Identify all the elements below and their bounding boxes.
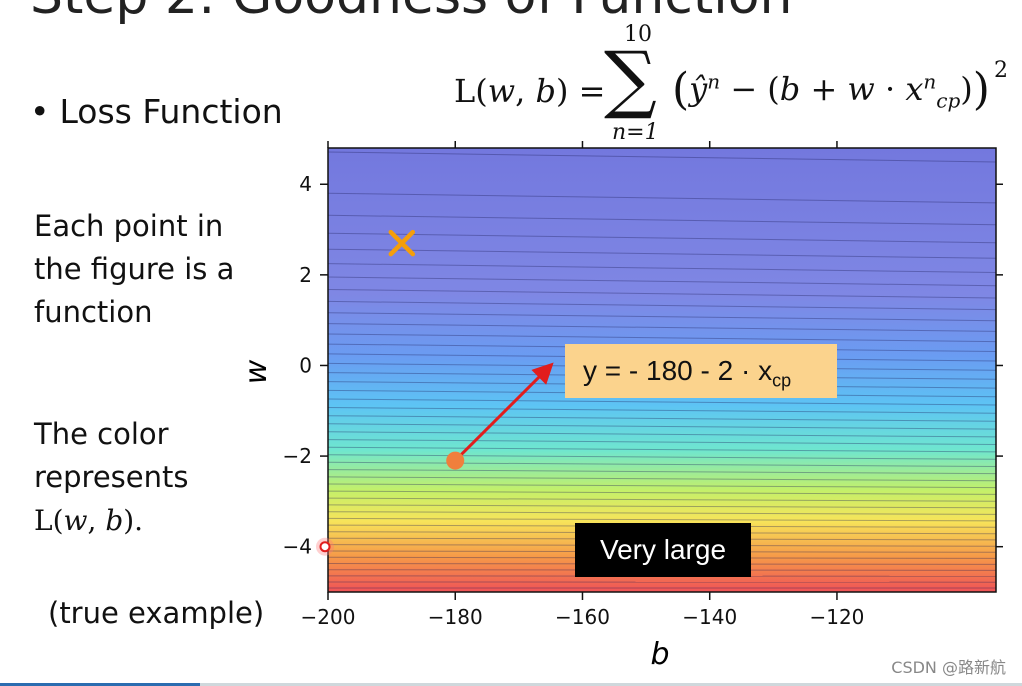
bullet-dot: • [30, 92, 50, 131]
contour-line [327, 454, 997, 460]
formula-rhs: (ŷn − (b + w · xncp)) [672, 64, 990, 115]
example-function-point [446, 451, 465, 470]
y-tick-label: 4 [299, 172, 312, 196]
watermark: CSDN @路新航 [891, 658, 1006, 677]
y-tick-label: −2 [283, 444, 312, 468]
x-tick-label: −120 [809, 605, 864, 629]
contour-line [327, 504, 997, 509]
contour-line [327, 461, 997, 467]
contour-line [327, 423, 997, 430]
side-text-points: Each point in the figure is a function [34, 209, 235, 329]
contour-line [327, 214, 997, 226]
contour-line [327, 446, 997, 453]
contour-line [327, 511, 997, 515]
x-tick-label: −180 [428, 605, 483, 629]
x-tick-label: −160 [555, 605, 610, 629]
contour-line [327, 490, 997, 495]
contour-line [327, 248, 997, 259]
sum-symbol: ∑ [604, 36, 657, 122]
contour-line [327, 398, 997, 406]
contour-line [327, 431, 997, 438]
x-axis-label: b [650, 637, 669, 672]
function-callout: y = - 180 - 2 · xcp [565, 344, 837, 398]
loss-formula: L(w, b) = 10 ∑ n=1 (ŷn − (b + w · xncp))… [454, 20, 1022, 150]
contour-line [327, 263, 997, 273]
bullet-label: Loss Function [59, 92, 283, 131]
bullet-loss-function: • Loss Function [30, 92, 283, 131]
contour-line [327, 483, 997, 489]
contour-line [327, 323, 997, 332]
chart-marks [316, 229, 554, 556]
contour-line [327, 517, 997, 522]
y-axis-ticks: −4 −2 0 2 4 [283, 172, 1003, 559]
x-tick-label: −140 [682, 605, 737, 629]
contour-lines [327, 151, 997, 589]
y-tick-label: −4 [283, 535, 312, 559]
very-large-label: Very large [575, 523, 751, 577]
contour-line [327, 476, 997, 482]
y-tick-label: 0 [299, 353, 312, 377]
optimum-x-marker [388, 229, 416, 257]
contour-line [327, 276, 997, 287]
contour-line [327, 151, 997, 163]
contour-line [327, 300, 997, 311]
contour-line [327, 469, 997, 475]
plot-frame [327, 147, 997, 593]
side-text-color-label: The color represents [34, 417, 189, 494]
formula-square: 2 [994, 58, 1008, 83]
contour-line [327, 289, 997, 299]
y-axis-label: w [239, 359, 274, 384]
y-tick-label: 2 [299, 263, 312, 287]
sum-lower-limit: n=1 [612, 120, 659, 145]
slide-title: Step 2: Goodness of Function [30, 0, 792, 26]
contour-line [327, 407, 997, 414]
contour-line [327, 312, 997, 322]
arrow-to-callout [454, 362, 554, 462]
red-ring-point [319, 541, 331, 553]
contour-line [327, 497, 997, 502]
x-axis-ticks: −200 −180 −160 −140 −120 [301, 141, 864, 629]
contour-line [327, 232, 997, 244]
side-text-loss-symbol: L(w, b). [34, 504, 144, 537]
contour-line [327, 415, 997, 422]
true-example-label: (true example) [48, 596, 265, 630]
side-text-color: The color represents L(w, b). [34, 413, 274, 542]
contour-line [327, 333, 997, 343]
x-tick-label: −200 [301, 605, 356, 629]
x-marker-stroke [388, 229, 416, 257]
sum-upper-limit: 10 [624, 22, 652, 47]
contour-line [327, 192, 997, 204]
bottom-divider-accent [0, 683, 200, 686]
bottom-divider [0, 683, 1022, 686]
formula-lhs: L(w, b) = [454, 72, 606, 110]
contour-line [327, 439, 997, 445]
